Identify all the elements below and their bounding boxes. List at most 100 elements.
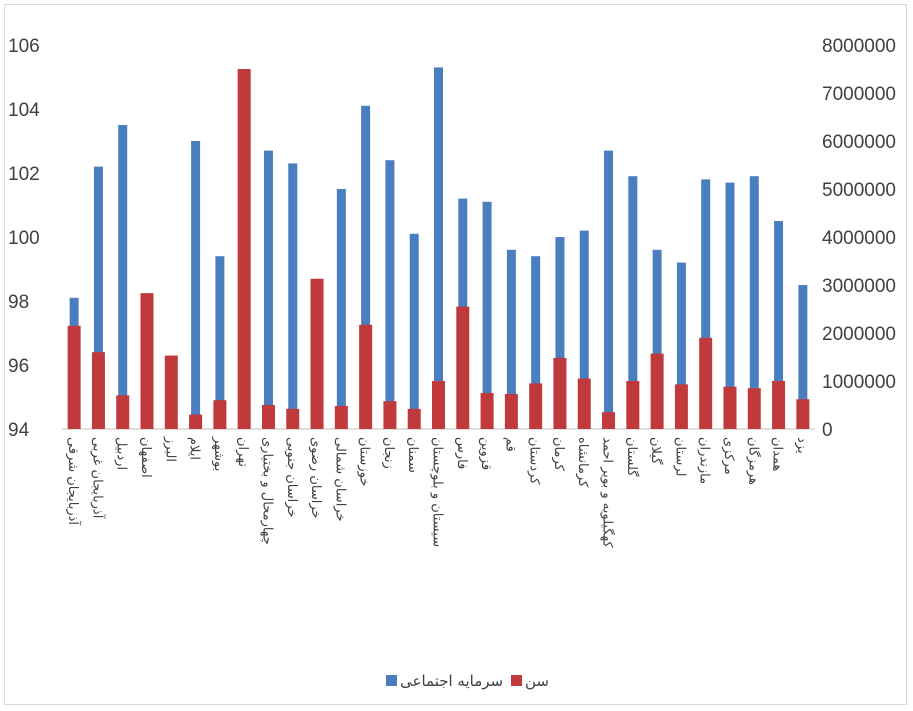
right-tick-label: 8000000 (822, 36, 896, 57)
category-label: چهارمحال و بختیاری (259, 437, 274, 545)
legend-label-social-capital: سرمایه اجتماعی (400, 672, 503, 690)
bar-social-capital (798, 285, 808, 429)
bar-age (310, 278, 324, 429)
bar-social-capital (604, 150, 614, 429)
bar-age (237, 69, 251, 429)
category-label: تهران (235, 437, 250, 467)
bar-age (723, 386, 737, 429)
category-label: خراسان رضوی (308, 437, 323, 519)
bar-age (529, 383, 543, 429)
bar-social-capital (579, 230, 589, 429)
bar-age (456, 306, 470, 429)
category-label: قزوین (478, 437, 493, 470)
bar-social-capital (652, 249, 662, 429)
legend-swatch-age (511, 675, 522, 686)
bar-social-capital (93, 166, 103, 429)
bar-social-capital (701, 179, 711, 429)
bar-age (674, 384, 688, 429)
right-axis-ticks: 0 1000000 2000000 3000000 4000000 5000000 6000… (822, 36, 896, 441)
category-label: خراسان شمالی (332, 437, 347, 522)
bar-social-capital (555, 237, 565, 429)
bar-age (407, 408, 421, 429)
bar-age (116, 395, 130, 429)
left-axis-ticks: 94 96 98 100 102 104 106 (8, 36, 40, 441)
category-label: سیستان و بلوچستان (430, 437, 445, 547)
bar-age (699, 337, 713, 429)
left-tick-label: 106 (8, 36, 40, 57)
bar-age (796, 399, 810, 429)
bar-social-capital (336, 189, 346, 429)
bar-social-capital (725, 182, 735, 429)
category-label: بوشهر (211, 436, 226, 471)
category-label: کرمانشاه (575, 437, 590, 488)
category-label: هرمزگان (745, 437, 761, 485)
category-label: اصفهان (138, 437, 153, 478)
left-tick-label: 96 (8, 356, 29, 377)
bar-social-capital (628, 176, 638, 429)
category-label: خوزستان (357, 437, 372, 486)
right-tick-label: 1000000 (822, 372, 896, 393)
bar-social-capital (191, 141, 201, 429)
right-tick-label: 5000000 (822, 180, 896, 201)
bar-social-capital (385, 160, 395, 429)
category-label: آذربایجان شرقی (65, 437, 82, 526)
bar-social-capital (531, 256, 541, 429)
category-labels: آذربایجان شرقی آذربایجان غربی اردبیل اصفهان… (65, 436, 809, 548)
bar-age (480, 393, 494, 429)
category-label: لرستان (672, 437, 687, 476)
right-tick-label: 7000000 (822, 84, 896, 105)
bar-social-capital (676, 262, 686, 429)
bar-social-capital (409, 233, 419, 429)
legend: سرمایه اجتماعی سن (386, 672, 549, 690)
category-label: فارس (454, 437, 469, 469)
bar-age (334, 405, 348, 429)
right-tick-label: 0 (822, 420, 833, 441)
bar-age (650, 353, 664, 429)
bar-age (189, 414, 203, 429)
category-label: قم (502, 437, 517, 452)
bar-age (626, 381, 640, 429)
bar-age (602, 412, 616, 429)
bar-age (286, 408, 300, 429)
category-label: آذربایجان غربی (89, 437, 106, 520)
bar-age (140, 293, 154, 429)
bar-social-capital (749, 176, 759, 429)
left-tick-label: 98 (8, 292, 29, 313)
category-label: یزد (794, 437, 809, 454)
category-label: کهگیلویه و بویر احمد (600, 437, 616, 548)
bar-age (213, 400, 227, 429)
bars (67, 67, 810, 430)
bar-social-capital (482, 201, 492, 429)
category-label: گلستان (624, 437, 640, 477)
bar-social-capital (506, 249, 516, 429)
right-tick-label: 4000000 (822, 228, 896, 249)
category-label: خراسان جنوبی (284, 437, 299, 517)
category-label: زنجان (381, 437, 396, 469)
bar-social-capital (263, 150, 273, 429)
bar-age (383, 401, 397, 429)
right-tick-label: 3000000 (822, 276, 896, 297)
bar-age (67, 325, 81, 429)
bar-social-capital (434, 67, 443, 430)
category-label: مرکزی (721, 437, 736, 475)
category-label: اردبیل (114, 437, 129, 470)
bar-age (359, 324, 373, 429)
category-label: البرز (162, 436, 177, 462)
bar-age (577, 378, 591, 429)
bar-age (164, 355, 178, 429)
bar-age (553, 357, 567, 429)
left-tick-label: 102 (8, 164, 40, 185)
bar-age (91, 352, 105, 429)
left-tick-label: 100 (8, 228, 40, 249)
bar-age (261, 405, 275, 429)
category-label: همدان (770, 437, 785, 471)
bar-social-capital (118, 125, 128, 429)
legend-swatch-social-capital (386, 675, 397, 686)
category-label: کردستان (527, 437, 542, 485)
bar-age (747, 388, 761, 429)
bar-social-capital (361, 105, 371, 430)
bar-age (432, 381, 445, 429)
bar-social-capital (215, 256, 225, 429)
right-tick-label: 2000000 (822, 324, 896, 345)
